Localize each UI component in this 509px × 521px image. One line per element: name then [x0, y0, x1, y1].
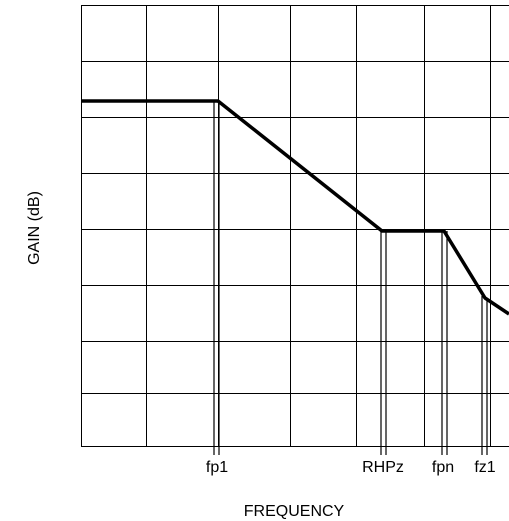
- marker-label: fp1: [206, 459, 228, 476]
- break-markers: [213, 101, 488, 455]
- plot-frame: [81, 5, 509, 447]
- grid: [81, 5, 509, 447]
- marker-label: RHPz: [362, 459, 404, 476]
- x-axis-label: FREQUENCY: [244, 503, 345, 520]
- marker-label: fz1: [474, 459, 495, 476]
- y-axis-label: GAIN (dB): [26, 191, 43, 265]
- gain-curve: [81, 99, 509, 316]
- marker-label: fpn: [432, 459, 454, 476]
